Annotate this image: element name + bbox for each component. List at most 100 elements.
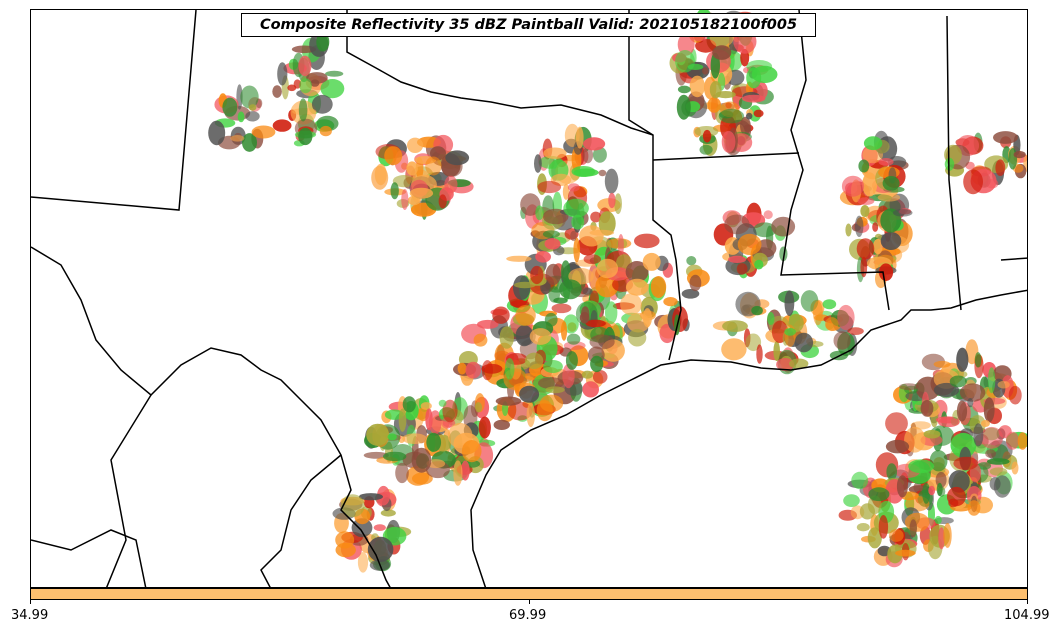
storm-cell bbox=[596, 258, 619, 279]
storm-cell bbox=[563, 314, 579, 334]
storm-cell bbox=[841, 175, 865, 197]
storm-cell bbox=[753, 109, 764, 118]
storm-cell bbox=[736, 263, 748, 275]
storm-cell bbox=[789, 358, 809, 369]
storm-cell bbox=[909, 519, 917, 538]
storm-cell bbox=[983, 397, 995, 423]
border-line bbox=[31, 10, 197, 211]
storm-cell bbox=[539, 394, 564, 412]
storm-cell bbox=[858, 159, 870, 173]
storm-cell bbox=[581, 306, 590, 321]
storm-cell bbox=[374, 163, 387, 186]
storm-cell bbox=[1013, 151, 1026, 159]
storm-cell bbox=[980, 420, 990, 427]
storm-cell bbox=[425, 156, 442, 176]
storm-cell bbox=[383, 451, 407, 462]
storm-cell bbox=[773, 341, 780, 361]
storm-cell bbox=[358, 493, 383, 501]
storm-cell bbox=[915, 376, 941, 401]
storm-cell bbox=[465, 361, 482, 379]
storm-cell bbox=[681, 289, 700, 299]
storm-cell bbox=[592, 146, 607, 163]
storm-cell bbox=[567, 183, 580, 192]
storm-cell bbox=[845, 223, 852, 237]
storm-cell bbox=[248, 104, 257, 111]
storm-cell bbox=[589, 229, 615, 236]
storm-cell bbox=[504, 358, 515, 380]
storm-cell bbox=[843, 494, 860, 507]
storm-cell bbox=[398, 408, 407, 432]
storm-cell bbox=[934, 515, 942, 525]
storm-cell bbox=[878, 158, 894, 166]
storm-cell bbox=[953, 456, 979, 470]
storm-cell bbox=[751, 305, 763, 316]
storm-cell bbox=[582, 287, 592, 295]
storm-cell bbox=[784, 324, 796, 347]
storm-cell bbox=[473, 333, 488, 347]
storm-cell bbox=[582, 381, 599, 398]
storm-cell bbox=[650, 276, 667, 298]
storm-cell bbox=[373, 524, 386, 531]
storm-cell bbox=[571, 166, 596, 177]
storm-cell bbox=[695, 38, 717, 53]
storm-cell bbox=[974, 352, 982, 368]
storm-cell bbox=[989, 477, 1001, 491]
storm-cell bbox=[272, 119, 292, 132]
storm-cell bbox=[583, 137, 606, 151]
storm-cell bbox=[742, 94, 766, 103]
storm-cell bbox=[923, 429, 941, 439]
storm-cell bbox=[895, 549, 916, 557]
storm-cell bbox=[973, 423, 984, 447]
storm-cell bbox=[997, 380, 1010, 389]
storm-cell bbox=[938, 527, 945, 550]
storm-cell bbox=[1008, 148, 1018, 170]
storm-cell bbox=[287, 84, 297, 92]
storm-cell bbox=[563, 198, 589, 218]
storm-cell bbox=[230, 135, 245, 142]
storm-cell bbox=[663, 297, 678, 307]
storm-cell bbox=[728, 255, 747, 263]
storm-cell bbox=[299, 78, 312, 94]
storm-cell bbox=[325, 70, 344, 77]
storm-cell bbox=[277, 62, 288, 86]
storm-cell bbox=[878, 263, 894, 281]
storm-cell bbox=[987, 367, 996, 394]
storm-cell bbox=[251, 125, 276, 139]
storm-cell bbox=[776, 358, 795, 371]
storm-cell bbox=[985, 449, 996, 458]
storm-cell bbox=[442, 399, 458, 423]
storm-cell bbox=[363, 451, 389, 459]
storm-cell bbox=[948, 470, 970, 493]
map-title: Composite Reflectivity 35 dBZ Paintball … bbox=[241, 13, 816, 37]
storm-cell bbox=[634, 233, 660, 249]
storm-cell bbox=[899, 383, 919, 391]
storm-cell bbox=[543, 147, 567, 159]
storm-cell bbox=[425, 408, 433, 431]
storm-cell bbox=[570, 230, 577, 242]
storm-cell bbox=[562, 183, 570, 200]
storm-cell bbox=[936, 482, 943, 497]
storm-cell bbox=[862, 172, 878, 197]
storm-cell bbox=[756, 344, 763, 364]
storm-cell bbox=[453, 460, 463, 486]
storm-cell bbox=[885, 412, 908, 435]
storm-cell bbox=[585, 319, 606, 328]
storm-cell bbox=[298, 55, 312, 77]
storm-cell bbox=[237, 111, 245, 123]
storm-cell bbox=[929, 450, 948, 472]
storm-cell bbox=[461, 440, 482, 463]
storm-cell bbox=[763, 210, 773, 220]
storm-cell bbox=[737, 233, 762, 255]
storm-cell bbox=[877, 193, 901, 202]
border-line bbox=[106, 394, 152, 587]
storm-cell bbox=[980, 426, 1004, 449]
storm-cell bbox=[878, 515, 889, 539]
colorbar-tick-mid: 69.99 bbox=[509, 608, 547, 623]
storm-cell bbox=[507, 401, 533, 421]
storm-cell bbox=[888, 529, 904, 542]
storm-cell bbox=[746, 67, 762, 89]
storm-cell bbox=[628, 328, 647, 347]
storm-cell bbox=[822, 299, 837, 310]
storm-cell bbox=[444, 175, 458, 194]
storm-cell bbox=[675, 50, 695, 73]
